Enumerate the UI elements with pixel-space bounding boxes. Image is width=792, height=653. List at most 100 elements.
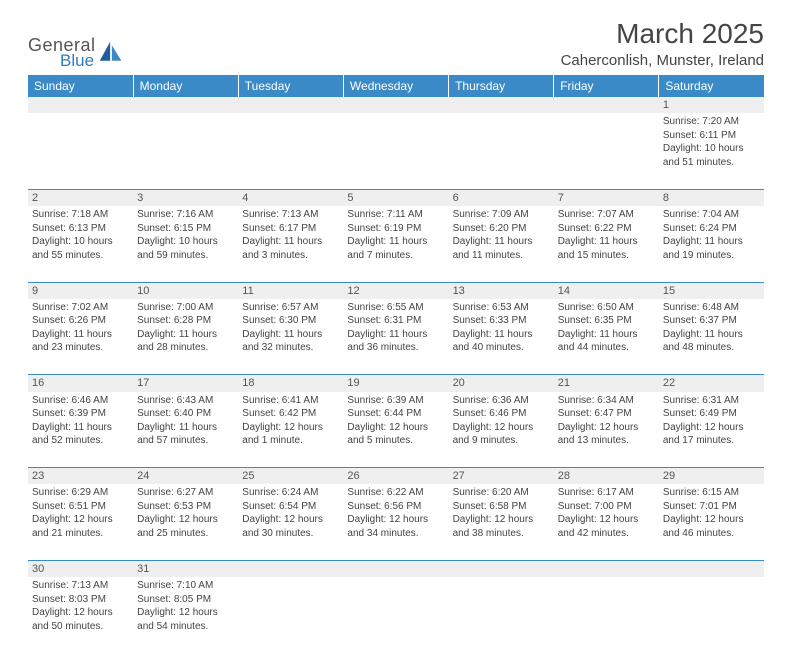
sunrise-text: Sunrise: 7:11 AM <box>347 208 444 222</box>
sunset-text: Sunset: 6:49 PM <box>663 407 760 421</box>
logo-sail-icon <box>98 40 124 66</box>
week-row: Sunrise: 7:18 AMSunset: 6:13 PM Daylight:… <box>28 206 764 282</box>
weekday-header: Sunday <box>28 75 133 97</box>
day-number: 2 <box>28 189 133 206</box>
day-content: Sunrise: 7:04 AMSunset: 6:24 PMDaylight:… <box>663 208 760 262</box>
sunset-text: Sunset: 6:24 PM <box>663 222 760 236</box>
sunset-text: Sunset: 6:19 PM <box>347 222 444 236</box>
sunset-text: Sunset: 6:11 PM <box>663 129 760 143</box>
day-cell: Sunrise: 6:53 AMSunset: 6:33 PMDaylight:… <box>449 299 554 375</box>
weekday-header-row: SundayMondayTuesdayWednesdayThursdayFrid… <box>28 75 764 97</box>
day-content: Sunrise: 7:18 AMSunset: 6:13 PMDaylight:… <box>32 208 129 262</box>
sunrise-text: Sunrise: 7:18 AM <box>32 208 129 222</box>
day-cell <box>449 113 554 189</box>
sunset-text: Sunset: 6:15 PM <box>137 222 234 236</box>
day-content: Sunrise: 6:22 AMSunset: 6:56 PMDaylight:… <box>347 486 444 540</box>
day-cell <box>133 113 238 189</box>
month-title: March 2025 <box>561 18 764 50</box>
daylight-text: Daylight: 12 hours and 13 minutes. <box>558 421 655 448</box>
daylight-text: Daylight: 12 hours and 1 minute. <box>242 421 339 448</box>
day-number: 14 <box>554 282 659 299</box>
sunset-text: Sunset: 6:28 PM <box>137 314 234 328</box>
day-content: Sunrise: 6:53 AMSunset: 6:33 PMDaylight:… <box>453 301 550 355</box>
daylight-text: Daylight: 12 hours and 21 minutes. <box>32 513 129 540</box>
sunrise-text: Sunrise: 7:13 AM <box>32 579 129 593</box>
day-number: 28 <box>554 468 659 485</box>
day-cell: Sunrise: 6:39 AMSunset: 6:44 PMDaylight:… <box>343 392 448 468</box>
sunrise-text: Sunrise: 6:57 AM <box>242 301 339 315</box>
day-content: Sunrise: 6:31 AMSunset: 6:49 PMDaylight:… <box>663 394 760 448</box>
day-cell: Sunrise: 6:48 AMSunset: 6:37 PMDaylight:… <box>659 299 764 375</box>
sunset-text: Sunset: 6:33 PM <box>453 314 550 328</box>
sunset-text: Sunset: 6:20 PM <box>453 222 550 236</box>
sunset-text: Sunset: 7:00 PM <box>558 500 655 514</box>
day-number: 19 <box>343 375 448 392</box>
day-content: Sunrise: 6:50 AMSunset: 6:35 PMDaylight:… <box>558 301 655 355</box>
day-cell: Sunrise: 6:41 AMSunset: 6:42 PMDaylight:… <box>238 392 343 468</box>
day-cell: Sunrise: 6:55 AMSunset: 6:31 PMDaylight:… <box>343 299 448 375</box>
weekday-header: Monday <box>133 75 238 97</box>
daylight-text: Daylight: 11 hours and 48 minutes. <box>663 328 760 355</box>
day-number <box>449 97 554 113</box>
day-content: Sunrise: 6:46 AMSunset: 6:39 PMDaylight:… <box>32 394 129 448</box>
day-number: 17 <box>133 375 238 392</box>
day-cell: Sunrise: 7:13 AMSunset: 6:17 PMDaylight:… <box>238 206 343 282</box>
sunrise-text: Sunrise: 6:43 AM <box>137 394 234 408</box>
day-content: Sunrise: 6:17 AMSunset: 7:00 PMDaylight:… <box>558 486 655 540</box>
day-content: Sunrise: 7:20 AMSunset: 6:11 PMDaylight:… <box>663 115 760 169</box>
sunrise-text: Sunrise: 6:29 AM <box>32 486 129 500</box>
sunset-text: Sunset: 6:31 PM <box>347 314 444 328</box>
day-cell <box>238 113 343 189</box>
title-block: March 2025 Caherconlish, Munster, Irelan… <box>561 18 764 69</box>
day-number <box>449 560 554 577</box>
day-number <box>238 560 343 577</box>
day-number: 9 <box>28 282 133 299</box>
sunset-text: Sunset: 8:03 PM <box>32 593 129 607</box>
day-content: Sunrise: 7:11 AMSunset: 6:19 PMDaylight:… <box>347 208 444 262</box>
daylight-text: Daylight: 11 hours and 7 minutes. <box>347 235 444 262</box>
day-content: Sunrise: 6:43 AMSunset: 6:40 PMDaylight:… <box>137 394 234 448</box>
weekday-header: Saturday <box>659 75 764 97</box>
day-content: Sunrise: 6:55 AMSunset: 6:31 PMDaylight:… <box>347 301 444 355</box>
day-content: Sunrise: 6:20 AMSunset: 6:58 PMDaylight:… <box>453 486 550 540</box>
sunrise-text: Sunrise: 7:09 AM <box>453 208 550 222</box>
day-number: 3 <box>133 189 238 206</box>
day-content: Sunrise: 6:29 AMSunset: 6:51 PMDaylight:… <box>32 486 129 540</box>
sunset-text: Sunset: 6:13 PM <box>32 222 129 236</box>
day-number: 6 <box>449 189 554 206</box>
day-cell <box>554 113 659 189</box>
sunset-text: Sunset: 6:42 PM <box>242 407 339 421</box>
daylight-text: Daylight: 11 hours and 19 minutes. <box>663 235 760 262</box>
daynum-row: 23242526272829 <box>28 468 764 485</box>
week-row: Sunrise: 6:46 AMSunset: 6:39 PMDaylight:… <box>28 392 764 468</box>
day-number: 23 <box>28 468 133 485</box>
daylight-text: Daylight: 11 hours and 23 minutes. <box>32 328 129 355</box>
day-content: Sunrise: 7:00 AMSunset: 6:28 PMDaylight:… <box>137 301 234 355</box>
daynum-row: 2345678 <box>28 189 764 206</box>
day-content: Sunrise: 6:15 AMSunset: 7:01 PMDaylight:… <box>663 486 760 540</box>
daynum-row: 9101112131415 <box>28 282 764 299</box>
daylight-text: Daylight: 11 hours and 36 minutes. <box>347 328 444 355</box>
sunrise-text: Sunrise: 7:20 AM <box>663 115 760 129</box>
day-number: 16 <box>28 375 133 392</box>
sunset-text: Sunset: 6:54 PM <box>242 500 339 514</box>
daylight-text: Daylight: 11 hours and 11 minutes. <box>453 235 550 262</box>
day-cell <box>343 577 448 653</box>
sunrise-text: Sunrise: 6:31 AM <box>663 394 760 408</box>
week-row: Sunrise: 7:20 AMSunset: 6:11 PMDaylight:… <box>28 113 764 189</box>
day-number <box>659 560 764 577</box>
daylight-text: Daylight: 11 hours and 57 minutes. <box>137 421 234 448</box>
sunrise-text: Sunrise: 6:46 AM <box>32 394 129 408</box>
daylight-text: Daylight: 11 hours and 28 minutes. <box>137 328 234 355</box>
week-row: Sunrise: 6:29 AMSunset: 6:51 PMDaylight:… <box>28 484 764 560</box>
sunrise-text: Sunrise: 7:07 AM <box>558 208 655 222</box>
daylight-text: Daylight: 12 hours and 50 minutes. <box>32 606 129 633</box>
daynum-row: 1 <box>28 97 764 113</box>
day-number: 1 <box>659 97 764 113</box>
day-cell <box>554 577 659 653</box>
sunset-text: Sunset: 6:30 PM <box>242 314 339 328</box>
day-content: Sunrise: 7:13 AMSunset: 6:17 PMDaylight:… <box>242 208 339 262</box>
sunset-text: Sunset: 6:44 PM <box>347 407 444 421</box>
day-cell: Sunrise: 6:46 AMSunset: 6:39 PMDaylight:… <box>28 392 133 468</box>
weekday-header: Thursday <box>449 75 554 97</box>
